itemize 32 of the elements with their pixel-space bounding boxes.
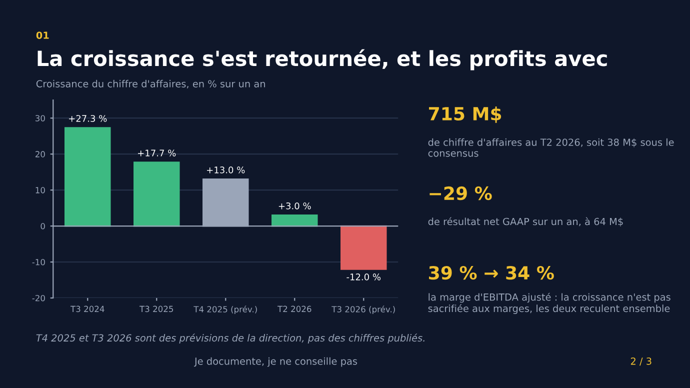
- text: 01: [36, 32, 49, 39]
- x-tick-label: T3 2026 (prév.): [332, 306, 395, 314]
- bar: [272, 214, 318, 227]
- x-tick-label: T3 2024: [70, 306, 104, 312]
- text: T4 2025 et T3 2026 sont des prévisions de la direction, pas des chiffres publiés.: [36, 334, 424, 344]
- text: −29 %: [430, 186, 492, 200]
- data-label: +3.0 %: [278, 202, 311, 210]
- y-tick-label: -20: [32, 294, 45, 302]
- text: 2 / 3: [630, 358, 652, 366]
- x-tick-label: T2 2026: [277, 306, 312, 312]
- bar: [64, 127, 111, 227]
- text: 715 M$: [429, 106, 502, 123]
- bar: [340, 225, 387, 270]
- text: Je documente, je ne conseille pas: [194, 357, 358, 367]
- y-tick-label: 20: [36, 151, 45, 158]
- data-label: +17.7 %: [138, 150, 176, 156]
- y-tick-label: -10: [32, 258, 45, 266]
- text: 39 % → 34 %: [429, 266, 554, 280]
- chart-subtitle: Croissance du chiffre d'affaires, en % sur un an: [36, 80, 265, 88]
- data-label: +13.0 %: [207, 166, 245, 174]
- y-tick-label: 10: [36, 187, 45, 194]
- text: la marge d'EBITDA ajusté : la croissance n'est pas sacrifiée aux marges, les deux reculent ensemble: [428, 292, 670, 314]
- data-label: -12.0 %: [346, 274, 381, 280]
- data-label: +27.3 %: [69, 115, 107, 122]
- x-tick-label: T4 2025 (prév.): [194, 306, 257, 314]
- text: de chiffre d'affaires au T2 2026, soit 38 M$ sous le consensus: [428, 138, 674, 157]
- x-tick-label: T3 2025: [139, 306, 174, 312]
- y-tick-label: 30: [36, 115, 45, 122]
- bar: [134, 162, 180, 227]
- text: de résultat net GAAP sur un an, à 64 M$: [428, 217, 623, 226]
- y-tick-label: 0: [40, 223, 45, 230]
- chart-title: La croissance s'est retournée, et les profits avec: [38, 49, 607, 70]
